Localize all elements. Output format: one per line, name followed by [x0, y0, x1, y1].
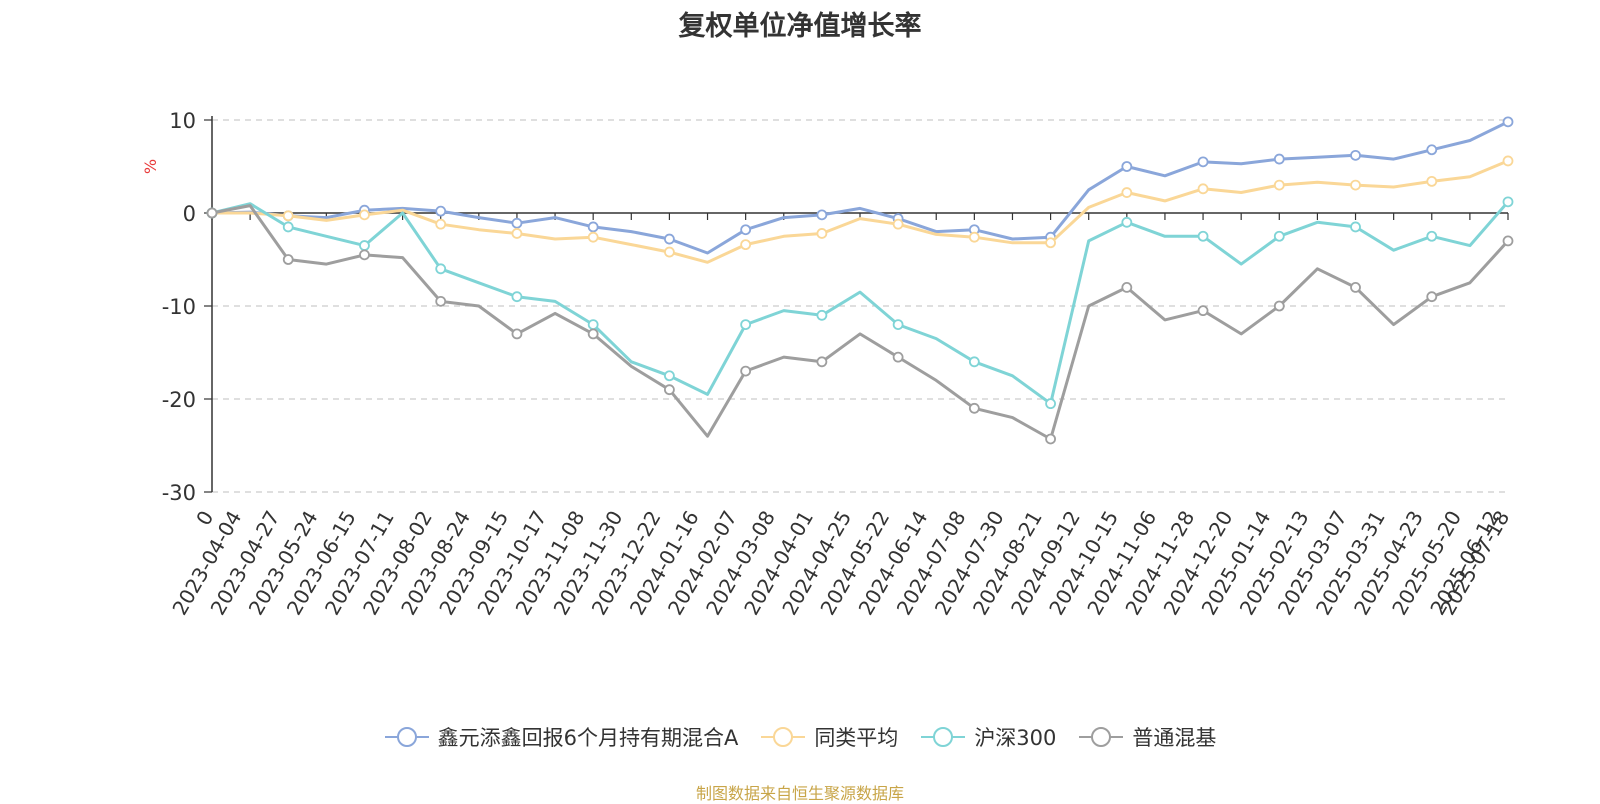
data-point: [892, 319, 904, 331]
y-tick-label: -30: [162, 481, 196, 505]
legend-marker-icon: [921, 727, 966, 747]
data-point: [359, 240, 370, 251]
data-point: [1273, 153, 1285, 165]
legend-item[interactable]: 同类平均: [760, 722, 898, 752]
data-point: [1350, 281, 1361, 293]
data-point: [740, 239, 752, 251]
y-tick-label: 0: [183, 202, 196, 226]
data-point: [1121, 161, 1133, 172]
data-point: [740, 224, 752, 236]
data-point: [816, 209, 828, 221]
legend-label: 普通混基: [1132, 726, 1217, 750]
data-point: [740, 319, 752, 331]
data-point: [587, 319, 599, 331]
data-point: [1426, 144, 1438, 156]
legend-marker-icon: [761, 727, 806, 747]
data-point: [664, 384, 675, 396]
data-point: [664, 246, 675, 258]
data-point: [1502, 155, 1514, 167]
data-point: [1502, 116, 1514, 128]
y-tick-label: 10: [169, 109, 196, 133]
legend-label: 同类平均: [814, 726, 899, 750]
data-point: [1197, 156, 1209, 168]
data-point: [816, 309, 828, 321]
legend-marker-icon: [384, 727, 429, 747]
legend-label: 沪深300: [974, 726, 1057, 750]
legend-label: 鑫元添鑫回报6个月持有期混合A: [437, 726, 739, 750]
data-point: [511, 328, 523, 340]
data-point: [1197, 305, 1209, 317]
series-line: [212, 159, 1509, 264]
series-line: [211, 120, 1509, 255]
data-point: [1502, 196, 1514, 208]
data-point: [435, 295, 447, 307]
legend-item[interactable]: 沪深300: [920, 722, 1056, 752]
data-point: [968, 402, 980, 414]
data-point: [968, 356, 980, 368]
data-point: [1121, 216, 1133, 228]
series-3: [206, 204, 1514, 445]
data-point: [1426, 230, 1438, 242]
axes: [204, 116, 1509, 493]
data-point: [359, 209, 370, 221]
data-point: [816, 228, 828, 239]
data-point: [587, 231, 599, 243]
data-point: [1273, 179, 1285, 191]
data-point: [1502, 235, 1514, 247]
series-0: [206, 116, 1514, 255]
data-point: [1426, 175, 1438, 187]
data-point: [435, 205, 447, 217]
data-point: [511, 228, 523, 239]
data-point: [816, 356, 828, 368]
legend-item[interactable]: 鑫元添鑫回报6个月持有期混合A: [384, 722, 739, 752]
grid-lines: [212, 119, 1508, 493]
source-note: 制图数据来自恒生聚源数据库: [695, 784, 904, 803]
tick-labels: 100-10-20-30%02023-04-042023-04-272023-0…: [141, 109, 1514, 619]
series-lines: [206, 116, 1514, 445]
data-point: [1273, 300, 1285, 312]
data-point: [1121, 187, 1133, 198]
series-line: [211, 200, 1510, 406]
data-point: [587, 328, 599, 340]
data-point: [511, 291, 523, 303]
data-point: [359, 249, 370, 261]
data-point: [1045, 237, 1056, 249]
data-point: [740, 365, 752, 377]
data-point: [664, 233, 675, 245]
y-tick-label: -20: [162, 388, 196, 412]
data-point: [435, 218, 447, 230]
data-point: [282, 221, 294, 233]
legend-item[interactable]: 普通混基: [1078, 722, 1216, 752]
y-tick-label: -10: [162, 295, 196, 319]
chart-legend: 鑫元添鑫回报6个月持有期混合A 同类平均 沪深300 普通混基: [0, 722, 1600, 752]
data-point: [282, 210, 294, 222]
data-point: [892, 218, 904, 230]
data-point: [435, 263, 447, 275]
data-point: [1426, 291, 1438, 303]
data-point: [892, 351, 904, 363]
data-point: [968, 231, 980, 243]
legend-marker-icon: [1079, 727, 1124, 747]
data-point: [664, 370, 675, 382]
chart-title: 复权单位净值增长率: [678, 11, 922, 42]
y-axis-label: %: [141, 159, 160, 174]
data-point: [587, 221, 599, 233]
data-point: [1121, 281, 1133, 293]
data-point: [1273, 230, 1285, 242]
data-point: [206, 207, 218, 219]
data-point: [1350, 179, 1361, 191]
data-point: [1197, 230, 1209, 242]
data-point: [1045, 398, 1056, 410]
data-point: [1350, 149, 1361, 161]
data-point: [511, 217, 523, 229]
series-line: [211, 204, 1510, 441]
series-1: [206, 155, 1514, 264]
data-point: [282, 254, 294, 265]
data-point: [1045, 433, 1056, 445]
data-point: [1350, 221, 1361, 233]
data-point: [1197, 183, 1209, 195]
series-2: [206, 196, 1514, 410]
